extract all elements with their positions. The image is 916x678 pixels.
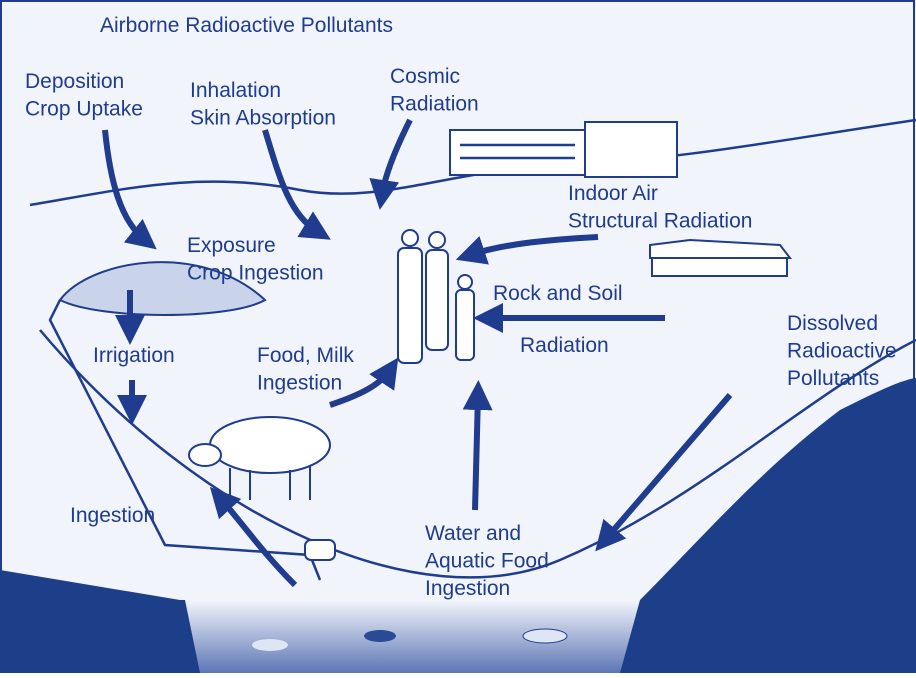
label: Food, Milk <box>257 344 354 367</box>
fish <box>523 629 567 643</box>
label: Irrigation <box>93 344 175 367</box>
house <box>652 258 787 276</box>
building <box>450 130 585 175</box>
label: Inhalation <box>190 79 281 102</box>
label: Cosmic <box>390 65 460 88</box>
label: Radiation <box>520 334 609 357</box>
label: Dissolved <box>787 312 878 335</box>
label: Aquatic Food <box>425 550 549 573</box>
title: Airborne Radioactive Pollutants <box>100 14 393 37</box>
lake <box>185 600 640 673</box>
fish <box>364 630 396 642</box>
label: Water and <box>425 522 521 545</box>
label: Ingestion <box>425 577 510 600</box>
label: Crop Ingestion <box>187 262 324 285</box>
pump <box>305 540 335 560</box>
label: Exposure <box>187 234 276 257</box>
label: Radioactive <box>787 340 897 363</box>
building <box>585 122 677 177</box>
fish <box>252 639 288 651</box>
label: Crop Uptake <box>25 98 143 121</box>
label: Indoor Air <box>568 182 658 205</box>
diagram: Airborne Radioactive Pollutants Depositi… <box>0 0 916 673</box>
label: Rock and Soil <box>493 282 623 305</box>
label: Ingestion <box>70 504 155 527</box>
label: Radiation <box>390 93 479 116</box>
label: Ingestion <box>257 372 342 395</box>
label: Pollutants <box>787 367 879 390</box>
label: Structural Radiation <box>568 210 752 233</box>
label: Skin Absorption <box>190 107 336 130</box>
label: Deposition <box>25 70 124 93</box>
